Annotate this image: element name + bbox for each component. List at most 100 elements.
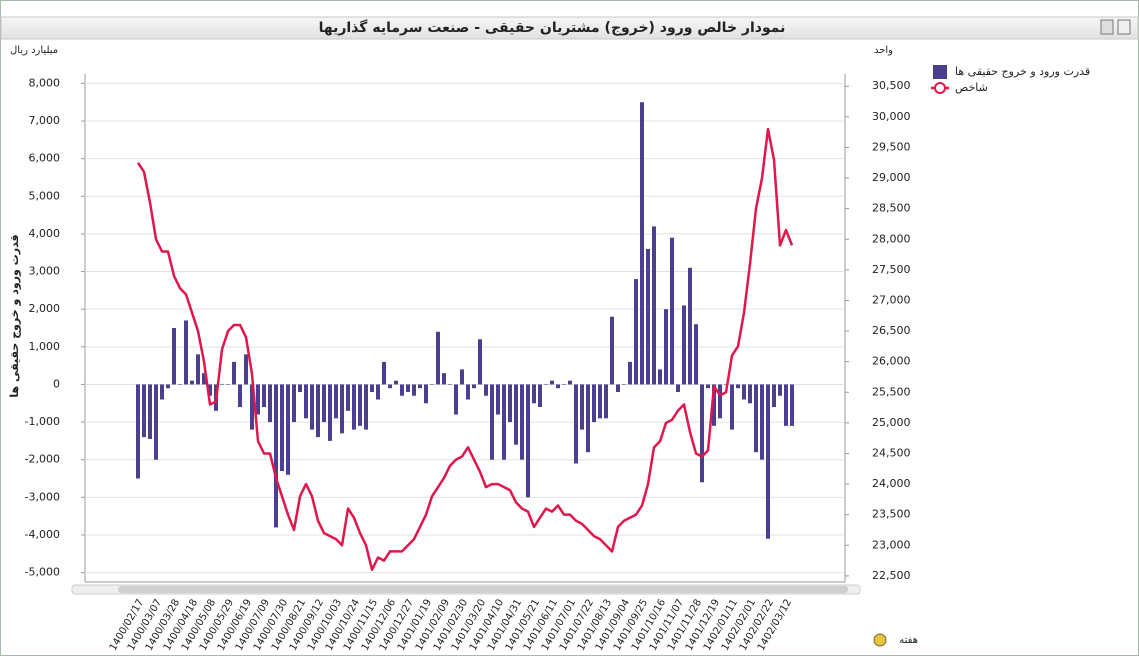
title-bar	[0, 16, 1139, 40]
bar	[178, 384, 182, 385]
bar	[562, 384, 566, 385]
bar	[532, 384, 536, 404]
bar	[328, 384, 332, 441]
y2-tick-label: 23,500	[872, 508, 911, 521]
bar	[412, 384, 416, 396]
bar	[748, 384, 752, 404]
y-tick-label: -3,000	[25, 490, 60, 503]
y2-axis-unit: واحد	[874, 45, 893, 56]
y-tick-label: 3,000	[29, 265, 61, 278]
bar	[784, 384, 788, 426]
bar	[286, 384, 290, 475]
y2-tick-label: 24,000	[872, 477, 911, 490]
bar	[490, 384, 494, 460]
bar	[604, 384, 608, 419]
bar	[520, 384, 524, 460]
bar	[700, 384, 704, 483]
bar	[352, 384, 356, 430]
bar	[208, 384, 212, 396]
y2-tick-label: 30,500	[872, 79, 911, 92]
bar	[202, 373, 206, 385]
bar	[742, 384, 746, 400]
bar	[538, 384, 542, 408]
bar	[232, 361, 236, 385]
legend-swatch	[933, 65, 947, 79]
bar	[154, 384, 158, 460]
bar	[310, 384, 314, 430]
bar	[142, 384, 146, 438]
bar	[652, 226, 656, 385]
bar	[628, 361, 632, 385]
bar	[556, 384, 560, 389]
bar	[454, 384, 458, 415]
bar	[712, 384, 716, 426]
bar	[238, 384, 242, 408]
settings-icon[interactable]	[873, 633, 887, 647]
y-tick-label: 1,000	[29, 340, 61, 353]
bar	[448, 384, 452, 385]
y2-tick-label: 24,500	[872, 446, 911, 459]
print-icon[interactable]	[1100, 19, 1114, 35]
export-icon[interactable]	[1117, 19, 1131, 35]
x-axis-label: هفته	[899, 635, 918, 646]
bar	[148, 384, 152, 440]
y-axis-unit: میلیارد ریال	[10, 45, 58, 56]
y-tick-label: -4,000	[25, 528, 60, 541]
bar	[664, 309, 668, 385]
y2-tick-label: 25,500	[872, 385, 911, 398]
bar	[610, 316, 614, 385]
bar	[658, 369, 662, 385]
scrollbar-thumb[interactable]	[118, 586, 848, 593]
bar	[388, 384, 392, 389]
bar	[298, 384, 302, 392]
y2-tick-label: 28,500	[872, 202, 911, 215]
y2-tick-label: 25,000	[872, 416, 911, 429]
bar	[406, 384, 410, 392]
bar	[646, 248, 650, 385]
bar	[772, 384, 776, 408]
bar	[274, 384, 278, 528]
y2-tick-label: 30,000	[872, 110, 911, 123]
bar	[358, 384, 362, 426]
bar	[196, 354, 200, 385]
bar	[184, 320, 188, 385]
bar	[172, 328, 176, 385]
bar	[484, 384, 488, 396]
bar	[346, 384, 350, 411]
y2-tick-label: 26,500	[872, 324, 911, 337]
bar	[706, 384, 710, 389]
bar	[790, 384, 794, 426]
bar	[502, 384, 506, 460]
y2-tick-label: 26,000	[872, 355, 911, 368]
bar	[430, 384, 434, 385]
legend-label: شاخص	[955, 81, 988, 94]
bar	[670, 237, 674, 385]
y-tick-label: 8,000	[29, 76, 61, 89]
bar	[382, 361, 386, 385]
bar	[166, 384, 170, 389]
bar	[136, 384, 140, 479]
bar	[622, 384, 626, 385]
bar	[250, 384, 254, 430]
bar	[766, 384, 770, 539]
bar	[244, 354, 248, 385]
bar	[598, 384, 602, 419]
bar	[442, 373, 446, 385]
bar	[370, 384, 374, 392]
y2-tick-label: 27,000	[872, 293, 911, 306]
bar	[340, 384, 344, 434]
bar	[694, 324, 698, 385]
y2-tick-label: 22,500	[872, 569, 911, 582]
bar	[322, 384, 326, 423]
bar	[526, 384, 530, 498]
bar	[508, 384, 512, 423]
bar	[280, 384, 284, 471]
bar	[226, 384, 230, 385]
bar	[436, 331, 440, 385]
y-tick-label: -5,000	[25, 566, 60, 579]
bar	[754, 384, 758, 453]
bar	[292, 384, 296, 423]
y-tick-label: -1,000	[25, 415, 60, 428]
